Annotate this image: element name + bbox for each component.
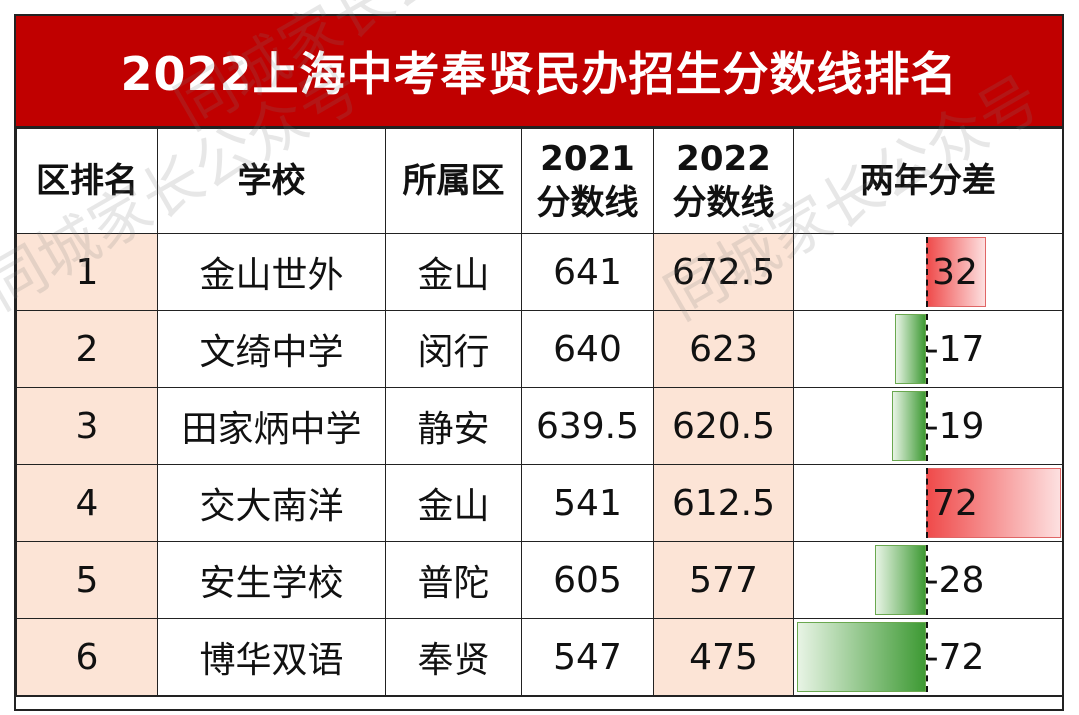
table-title: 2022上海中考奉贤民办招生分数线排名 [16, 16, 1062, 128]
diff-value: 32 [932, 251, 978, 293]
table-row: 4 交大南洋 金山 541 612.5 72 [16, 464, 1063, 542]
table-row: 5 安生学校 普陀 605 577 -28 [16, 541, 1063, 619]
diff-value: -19 [925, 405, 985, 447]
zero-axis-line [925, 468, 928, 538]
negative-diff-bar [891, 391, 926, 461]
table-row: 1 金山世外 金山 641 672.5 32 [16, 233, 1063, 311]
score-2021-cell: 641 [521, 233, 654, 311]
score-2022-cell: 612.5 [653, 464, 794, 542]
diff-cell: 72 [793, 464, 1063, 542]
header-2022-year: 2022 [676, 138, 771, 179]
table-row: 3 田家炳中学 静安 639.5 620.5 -19 [16, 387, 1063, 465]
score-2021-cell: 639.5 [521, 387, 654, 465]
diff-bar-area [794, 391, 1062, 461]
diff-bar-area [794, 237, 1062, 307]
diff-cell: -19 [793, 387, 1063, 465]
score-2021-cell: 640 [521, 310, 654, 388]
score-2022-cell: 620.5 [653, 387, 794, 465]
header-2022: 2022 分数线 [653, 128, 794, 234]
header-2021: 2021 分数线 [521, 128, 654, 234]
header-diff: 两年分差 [793, 128, 1063, 234]
score-2021-cell: 541 [521, 464, 654, 542]
school-cell: 田家炳中学 [157, 387, 386, 465]
negative-diff-bar [875, 545, 926, 615]
school-cell: 金山世外 [157, 233, 386, 311]
zero-axis-line [925, 314, 928, 384]
district-cell: 金山 [385, 464, 522, 542]
zero-axis-line [925, 237, 928, 307]
header-row: 区排名 学校 所属区 2021 分数线 2022 分数线 两年分差 [16, 128, 1063, 234]
rank-cell: 2 [16, 310, 158, 388]
score-2022-cell: 672.5 [653, 233, 794, 311]
score-table: 区排名 学校 所属区 2021 分数线 2022 分数线 两年分差 1 金山世外金… [16, 128, 1063, 696]
diff-cell: 32 [793, 233, 1063, 311]
rank-cell: 5 [16, 541, 158, 619]
table-row: 2 文绮中学 闵行 640 623 -17 [16, 310, 1063, 388]
district-cell: 静安 [385, 387, 522, 465]
header-rank: 区排名 [16, 128, 158, 234]
district-cell: 普陀 [385, 541, 522, 619]
score-table-sheet: 2022上海中考奉贤民办招生分数线排名 区排名 学校 所属区 2021 分数线 … [14, 14, 1064, 711]
header-2021-year: 2021 [540, 138, 635, 179]
score-2021-cell: 605 [521, 541, 654, 619]
rank-cell: 1 [16, 233, 158, 311]
diff-bar-area [794, 545, 1062, 615]
zero-axis-line [925, 622, 928, 692]
diff-value: 72 [932, 482, 978, 524]
score-2022-cell: 577 [653, 541, 794, 619]
district-cell: 奉贤 [385, 618, 522, 696]
diff-bar-area [794, 314, 1062, 384]
diff-bar-area [794, 468, 1062, 538]
positive-diff-bar [925, 237, 986, 307]
zero-axis-line [925, 545, 928, 615]
rank-cell: 6 [16, 618, 158, 696]
diff-value: -28 [925, 559, 985, 601]
table-bottom-strip [16, 696, 1062, 709]
header-school: 学校 [157, 128, 386, 234]
header-2022-label: 分数线 [672, 183, 775, 223]
diff-bar-area [794, 622, 1062, 692]
diff-cell: -28 [793, 541, 1063, 619]
negative-diff-bar [895, 314, 926, 384]
school-cell: 文绮中学 [157, 310, 386, 388]
score-2021-cell: 547 [521, 618, 654, 696]
score-2022-cell: 623 [653, 310, 794, 388]
table-row: 6 博华双语 奉贤 547 475 -72 [16, 618, 1063, 696]
rank-cell: 4 [16, 464, 158, 542]
zero-axis-line [925, 391, 928, 461]
negative-diff-bar [796, 622, 926, 692]
diff-value: -72 [925, 636, 985, 678]
school-cell: 交大南洋 [157, 464, 386, 542]
header-2021-label: 分数线 [536, 183, 639, 223]
rank-cell: 3 [16, 387, 158, 465]
score-2022-cell: 475 [653, 618, 794, 696]
header-district: 所属区 [385, 128, 522, 234]
school-cell: 安生学校 [157, 541, 386, 619]
diff-cell: -72 [793, 618, 1063, 696]
district-cell: 金山 [385, 233, 522, 311]
positive-diff-bar [925, 468, 1061, 538]
school-cell: 博华双语 [157, 618, 386, 696]
diff-value: -17 [925, 328, 985, 370]
district-cell: 闵行 [385, 310, 522, 388]
diff-cell: -17 [793, 310, 1063, 388]
